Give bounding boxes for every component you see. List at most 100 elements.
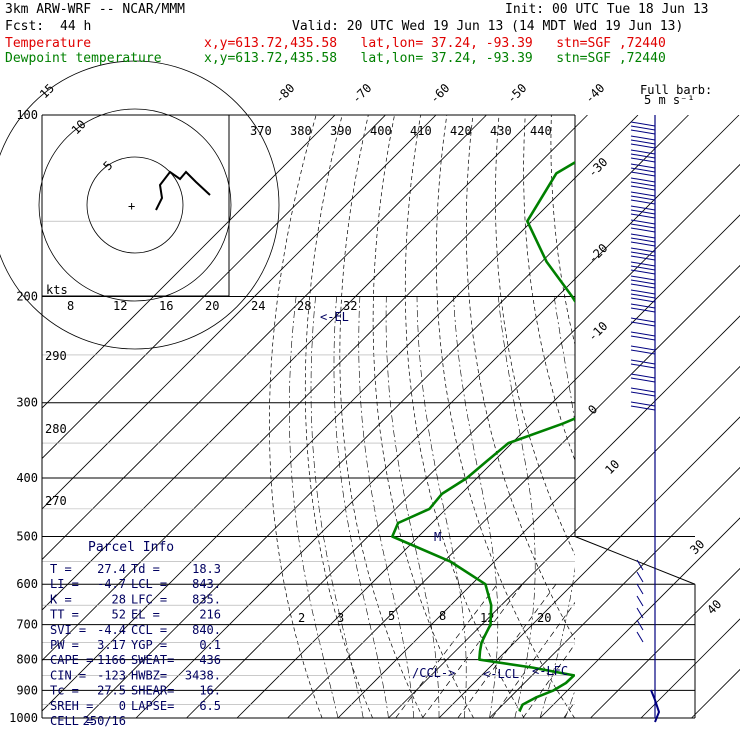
wind-barb — [636, 583, 644, 595]
wind-barb — [630, 359, 656, 365]
ccl-marker: /CCL-> — [412, 666, 455, 680]
theta-label: 410 — [410, 124, 432, 138]
isotherm-line — [539, 517, 740, 718]
init-time: Init: 00 UTC Tue 18 Jun 13 — [505, 2, 709, 17]
mixing-ratio-lines — [395, 583, 575, 718]
isotherm-line — [85, 115, 689, 718]
dry-adiabat-line — [656, 115, 740, 718]
wind-barb — [630, 275, 656, 281]
theta-label: 400 — [370, 124, 392, 138]
isotherm-line — [42, 115, 336, 409]
barb-legend-title: Full barb: — [640, 83, 712, 97]
wind-barb — [630, 237, 656, 243]
lfc-marker: <-LFC — [532, 664, 568, 678]
wind-barb — [636, 595, 644, 607]
wind-barb — [630, 265, 656, 271]
dry-adiabat-line — [435, 115, 575, 718]
mixing-ratio-label: 2 — [298, 611, 305, 625]
hodograph-trace — [155, 170, 211, 211]
mixing-ratio-label: 12 — [480, 611, 494, 625]
param-label: LFC = — [131, 592, 167, 606]
moist-adiabat-line — [539, 296, 575, 718]
moist-adiabat-line — [453, 296, 499, 718]
mixing-ratio-line — [395, 583, 498, 718]
wind-barb — [630, 199, 656, 205]
hodograph-ring-label: 5 — [100, 158, 115, 173]
wind-barb — [630, 195, 656, 201]
pressure-tick-label: 400 — [16, 471, 38, 485]
mixing-ratio-label: 8 — [439, 609, 446, 623]
wind-barb — [630, 205, 656, 211]
param-value: 52 — [112, 608, 126, 622]
dry-adiabat-line — [404, 115, 525, 718]
dry-adiabat-line — [304, 115, 373, 718]
mixing-ratio-label: 20 — [537, 611, 551, 625]
wind-barb — [630, 269, 656, 275]
param-value: 27.4 — [97, 562, 126, 576]
hodograph-ring — [0, 60, 280, 350]
isotherm-line — [42, 115, 588, 662]
param-label: T = — [50, 562, 72, 576]
wind-barb — [630, 289, 656, 295]
dry-adiabat-line — [604, 115, 740, 718]
theta-label: 420 — [450, 124, 472, 138]
hodograph-ring-label: 10 — [69, 117, 89, 137]
wind-barb — [630, 185, 656, 191]
isotherm-line — [388, 365, 740, 718]
wind-barb — [636, 619, 644, 631]
wind-barb — [630, 149, 656, 155]
param-value: 436 — [199, 653, 221, 667]
moist-adiabat-line — [641, 297, 740, 719]
isotherm-label: -60 — [427, 81, 452, 106]
isotherm-label: -20 — [585, 241, 610, 266]
hodograph-ring — [38, 108, 232, 302]
isotherm-label: -70 — [349, 81, 374, 106]
right-axis-slant — [574, 536, 696, 585]
param-value: -4.4 — [97, 623, 126, 637]
isotherm-lines — [42, 115, 740, 718]
wind-barb — [630, 251, 656, 257]
param-value: -123 — [97, 668, 126, 682]
param-value: -4.7 — [97, 577, 126, 591]
param-value: 16. — [199, 684, 221, 698]
sounding-series — [390, 160, 575, 712]
isotherm-label: -50 — [504, 81, 529, 106]
wind-barb — [630, 139, 656, 145]
isobar-lines — [41, 114, 696, 719]
dry-adiabat-line — [523, 115, 575, 462]
theta-e-label: 280 — [45, 422, 67, 436]
isotherm-line — [438, 416, 740, 718]
wind-barb — [630, 163, 656, 169]
hodograph-kts-label: kts — [46, 283, 68, 297]
parcel-info-panel: Parcel Info T = 27.4 Td = 18.3 LI = -4.7 LCL =… — [50, 540, 221, 728]
wind-barb — [630, 125, 656, 131]
wind-barb — [630, 401, 656, 407]
isotherm-line — [42, 115, 538, 611]
level-annotations: <-EL/CCL-> <-LCL <-LFC M — [320, 310, 568, 681]
param-label: SHEAR= — [131, 684, 174, 698]
wind-barb — [630, 321, 656, 327]
theta-e-label: 270 — [45, 494, 67, 508]
dry-adiabat-line — [708, 115, 740, 718]
wind-barb — [630, 261, 656, 267]
param-label: EL = — [131, 608, 160, 622]
dry-adiabat-line — [550, 115, 575, 347]
moist-adiabat-line — [310, 296, 364, 718]
isotherm-line — [337, 315, 740, 718]
isotherm-label: -30 — [585, 155, 610, 180]
theta-label: 380 — [290, 124, 312, 138]
model-title: 3km ARW-WRF -- NCAR/MMM — [5, 2, 186, 17]
wind-barb — [630, 405, 656, 411]
theta-label: 370 — [250, 124, 272, 138]
wind-barb — [630, 157, 656, 163]
dry-adiabat-line — [339, 115, 424, 718]
param-value: 843. — [192, 577, 221, 591]
pressure-tick-label: 100 — [16, 108, 38, 122]
wind-barb — [630, 247, 656, 253]
param-label: SREH = — [50, 699, 93, 713]
motion-marker: M — [434, 530, 441, 544]
wind-barb — [630, 349, 656, 355]
wind-barb — [630, 373, 656, 379]
wind-barb — [650, 689, 661, 723]
pressure-tick-label: 700 — [16, 618, 38, 632]
